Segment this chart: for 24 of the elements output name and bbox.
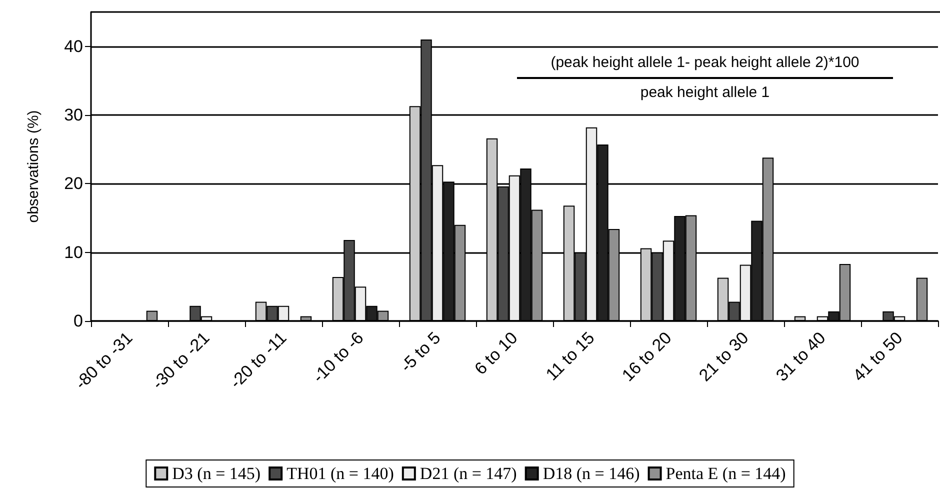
x-tick-label: -80 to -31 (71, 328, 136, 394)
annotation: peak height allele 1 (639, 83, 771, 103)
x-tick-label: 31 to 40 (772, 328, 830, 386)
legend-label: D18 (n = 146) (542, 464, 640, 483)
y-tick-label: 10 (64, 242, 83, 262)
x-tick-label: -5 to 5 (396, 328, 444, 376)
x-tick-label: 11 to 15 (542, 328, 598, 384)
x-tick-label: 16 to 20 (618, 328, 676, 386)
legend-label: Penta E (n = 144) (666, 464, 786, 483)
x-tick-label: 6 to 10 (471, 328, 522, 378)
x-tick-label: 41 to 50 (849, 328, 906, 386)
y-axis-title: observations (%) (25, 110, 42, 223)
x-tick-label: 21 to 30 (695, 328, 752, 386)
legend-label: D21 (n = 147) (420, 464, 517, 483)
y-tick-label: 30 (64, 106, 83, 124)
legend-label: TH01 (n = 140) (286, 464, 394, 483)
annotation: (peak height allele 1- peak height allele 2)*100 (550, 53, 860, 73)
legend-label: D3 (n = 145) (172, 464, 261, 483)
x-tick-label: -10 to -6 (309, 328, 368, 386)
y-tick-label: 0 (74, 312, 83, 330)
x-tick-label: -30 to -21 (148, 328, 214, 394)
x-tick-label: -20 to -11 (226, 328, 290, 392)
y-tick-label: 20 (64, 174, 83, 194)
y-tick-label: 40 (64, 36, 83, 56)
